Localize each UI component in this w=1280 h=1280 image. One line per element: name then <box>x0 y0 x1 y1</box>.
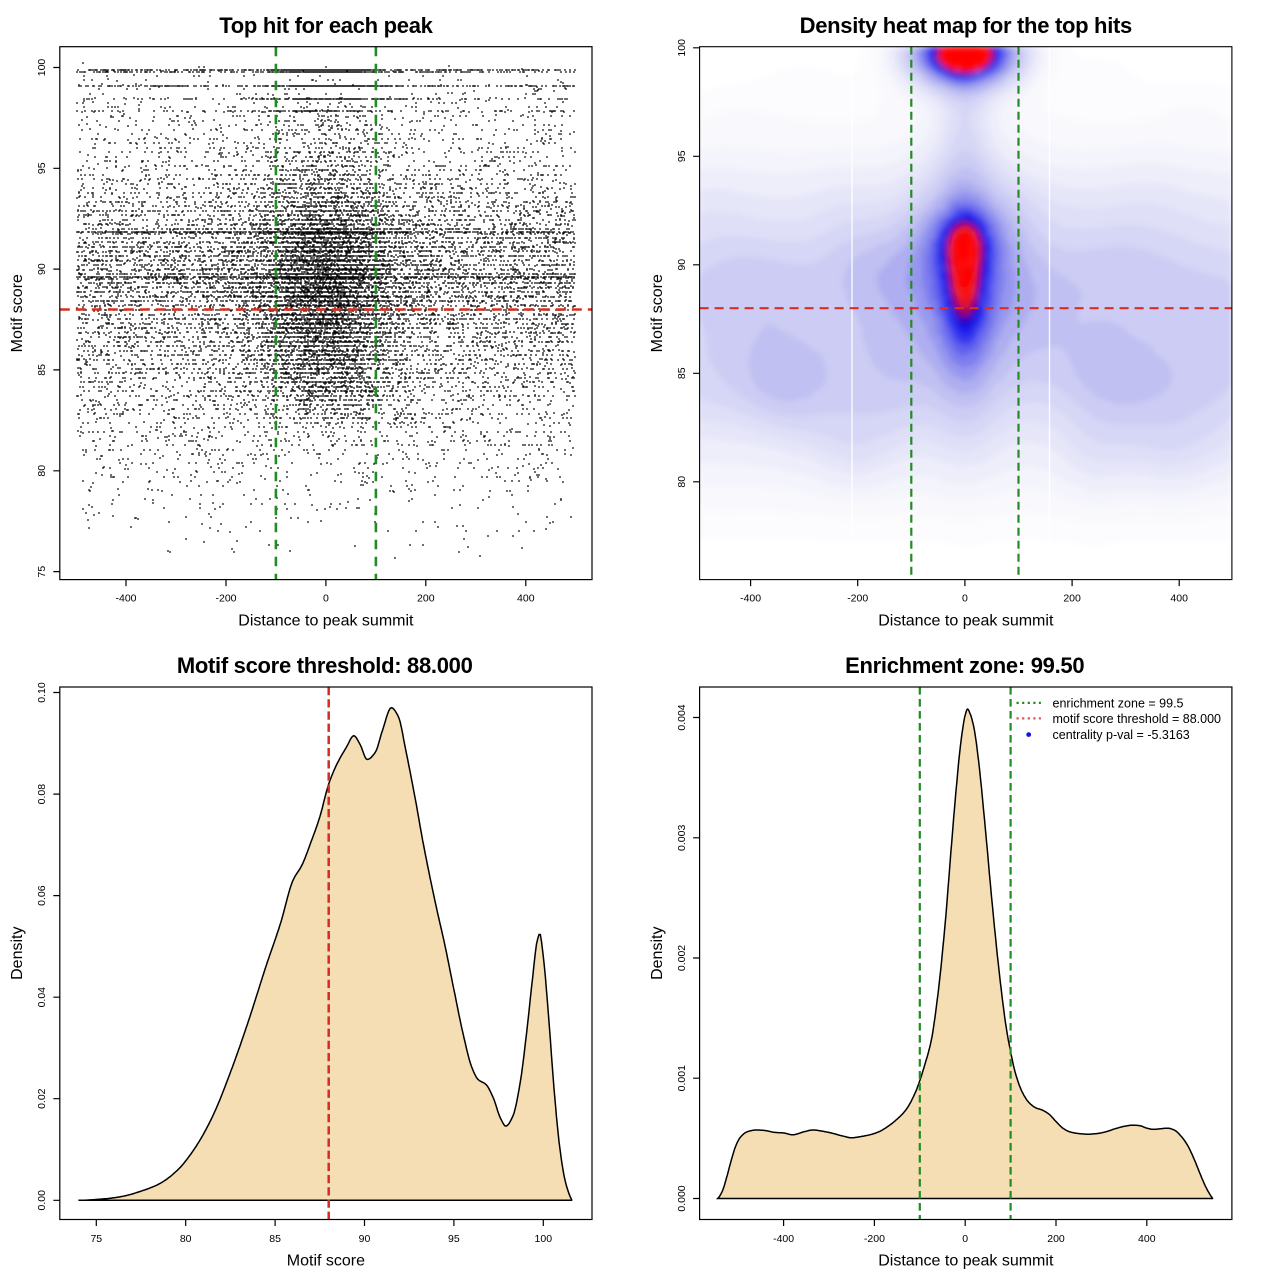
svg-text:0.002: 0.002 <box>676 945 688 971</box>
svg-text:80: 80 <box>180 1233 192 1245</box>
svg-text:-400: -400 <box>115 593 136 605</box>
svg-text:-400: -400 <box>773 1233 794 1245</box>
svg-text:85: 85 <box>269 1233 281 1245</box>
svg-text:100: 100 <box>535 1233 553 1245</box>
svg-text:0: 0 <box>962 593 968 605</box>
svg-text:100: 100 <box>676 39 688 57</box>
svg-text:95: 95 <box>448 1233 460 1245</box>
svg-text:85: 85 <box>36 364 48 376</box>
svg-text:0.02: 0.02 <box>36 1088 48 1109</box>
svg-text:0: 0 <box>323 593 329 605</box>
svg-text:0.004: 0.004 <box>676 704 688 730</box>
svg-text:enrichment zone = 99.5: enrichment zone = 99.5 <box>1053 696 1184 710</box>
svg-text:0.003: 0.003 <box>676 825 688 851</box>
svg-text:-400: -400 <box>740 593 761 605</box>
svg-text:-200: -200 <box>847 593 868 605</box>
svg-text:200: 200 <box>417 593 435 605</box>
svg-text:Density heat map for the top h: Density heat map for the top hits <box>800 13 1132 38</box>
svg-text:400: 400 <box>1138 1233 1156 1245</box>
svg-text:0.00: 0.00 <box>36 1190 48 1211</box>
svg-text:400: 400 <box>517 593 535 605</box>
svg-text:Top hit for each peak: Top hit for each peak <box>219 13 433 38</box>
svg-text:0.10: 0.10 <box>36 682 48 703</box>
svg-text:Density: Density <box>649 927 666 980</box>
svg-text:Motif score: Motif score <box>649 274 666 352</box>
svg-text:0.08: 0.08 <box>36 784 48 805</box>
svg-text:Distance to peak summit: Distance to peak summit <box>878 1253 1054 1270</box>
svg-text:Enrichment zone: 99.50: Enrichment zone: 99.50 <box>845 653 1084 678</box>
svg-text:90: 90 <box>676 259 688 271</box>
svg-text:Motif score: Motif score <box>9 274 26 352</box>
svg-text:0: 0 <box>962 1233 968 1245</box>
svg-text:-200: -200 <box>215 593 236 605</box>
svg-text:Distance to peak summit: Distance to peak summit <box>878 612 1054 629</box>
svg-text:centrality p-val = -5.3163: centrality p-val = -5.3163 <box>1053 728 1190 742</box>
svg-text:200: 200 <box>1047 1233 1065 1245</box>
svg-text:400: 400 <box>1170 593 1188 605</box>
svg-text:Density: Density <box>9 927 26 980</box>
svg-text:100: 100 <box>36 59 48 77</box>
svg-text:80: 80 <box>676 476 688 488</box>
svg-text:Distance to peak summit: Distance to peak summit <box>238 612 414 629</box>
svg-text:0.001: 0.001 <box>676 1065 688 1091</box>
svg-text:90: 90 <box>36 263 48 275</box>
svg-text:0.04: 0.04 <box>36 987 48 1008</box>
svg-text:0.000: 0.000 <box>676 1185 688 1211</box>
svg-text:95: 95 <box>36 162 48 174</box>
svg-text:motif score threshold = 88.000: motif score threshold = 88.000 <box>1053 712 1222 726</box>
svg-text:95: 95 <box>676 150 688 162</box>
svg-text:0.06: 0.06 <box>36 885 48 906</box>
svg-text:Motif score threshold: 88.000: Motif score threshold: 88.000 <box>177 653 473 678</box>
svg-text:75: 75 <box>36 566 48 578</box>
svg-text:80: 80 <box>36 465 48 477</box>
svg-text:85: 85 <box>676 367 688 379</box>
svg-text:200: 200 <box>1063 593 1081 605</box>
svg-text:75: 75 <box>90 1233 102 1245</box>
svg-text:Motif score: Motif score <box>287 1253 365 1270</box>
svg-text:-200: -200 <box>864 1233 885 1245</box>
svg-text:90: 90 <box>359 1233 371 1245</box>
